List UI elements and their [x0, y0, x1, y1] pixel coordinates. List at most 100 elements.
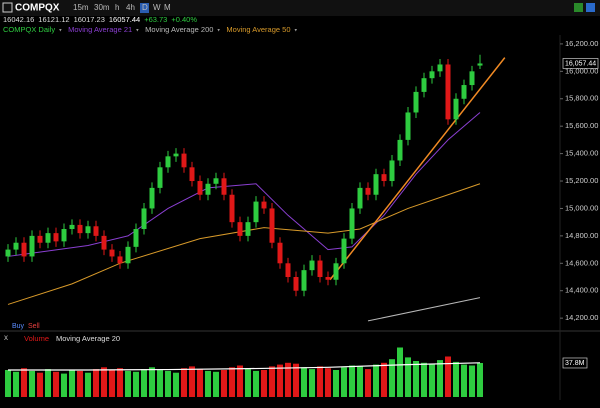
moving-average-line [7, 183, 481, 305]
toolbar-icon [574, 3, 583, 12]
volume-bar [61, 373, 67, 397]
candle-body [125, 246, 131, 264]
volume-bar [413, 361, 419, 397]
volume-bar [317, 366, 323, 397]
volume-bar [157, 370, 163, 397]
volume-bar [269, 366, 275, 397]
candle-body [277, 242, 283, 264]
candle-body [445, 64, 451, 120]
candle-body [181, 153, 187, 168]
legend-entry: Moving Average 200 [145, 25, 213, 34]
y-tick-label: 16,000.00 [565, 66, 598, 75]
volume-panel-marker: x [4, 333, 8, 342]
candle-body [189, 167, 195, 182]
volume-bar [245, 369, 251, 397]
current-price-box [562, 58, 599, 69]
current-price-label: 16,057.44 [565, 60, 596, 67]
volume-bar [453, 361, 459, 397]
candle-body [429, 71, 435, 79]
timeframe-button[interactable]: h [115, 3, 119, 12]
timeframe-button[interactable]: W [153, 3, 161, 12]
candle-body [29, 235, 35, 257]
y-tick-label: 14,200.00 [565, 313, 598, 322]
candle-body [13, 242, 19, 250]
volume-bar [173, 372, 179, 397]
timeframe-button[interactable]: M [164, 3, 171, 12]
ohlc-readout: 16017.23 [74, 15, 105, 24]
candle-body [261, 201, 267, 209]
volume-bar [309, 369, 315, 397]
volume-ma-line [8, 362, 481, 371]
timeframe-button[interactable]: 30m [94, 3, 110, 12]
candle-body [285, 263, 291, 278]
volume-bar [397, 347, 403, 397]
timeframe-button[interactable]: D [142, 3, 148, 12]
y-tick-label: 15,600.00 [565, 121, 598, 130]
candle-body [205, 183, 211, 195]
volume-bar [117, 368, 123, 397]
volume-bar [53, 371, 59, 397]
volume-bar [101, 367, 107, 397]
candle-body [413, 91, 419, 113]
candle-body [349, 208, 355, 239]
candle-body [85, 226, 91, 234]
trendline [329, 57, 506, 281]
ohlc-readout: 16042.16 [3, 15, 34, 24]
volume-bar [469, 365, 475, 397]
buy-button[interactable]: Buy [12, 323, 25, 330]
candle-body [341, 238, 347, 264]
candle-body [45, 233, 51, 243]
timeframe-button[interactable]: 4h [126, 3, 135, 12]
volume-bar [277, 364, 283, 397]
ohlc-readout: +0.40% [171, 15, 197, 24]
candle-body [389, 160, 395, 182]
candle-body [109, 249, 115, 257]
volume-bar [325, 368, 331, 397]
ohlc-readout: 16121.12 [38, 15, 69, 24]
volume-bar [213, 371, 219, 397]
volume-bar [45, 369, 51, 397]
candle-body [61, 229, 67, 242]
candle-body [157, 167, 163, 188]
volume-bar [405, 357, 411, 397]
candle-body [101, 235, 107, 250]
volume-bar [301, 367, 307, 397]
volume-legend: Volume [24, 334, 49, 343]
volume-bar [133, 371, 139, 397]
candle-body [213, 178, 219, 184]
volume-bar [333, 370, 339, 397]
candle-body [69, 224, 75, 230]
candle-body [37, 235, 43, 243]
volume-bar [13, 371, 19, 397]
volume-bar [109, 370, 115, 397]
candle-body [461, 85, 467, 99]
candle-body [453, 98, 459, 120]
legend-arrow: ▾ [295, 27, 298, 33]
y-tick-label: 15,200.00 [565, 176, 598, 185]
volume-bar [421, 362, 427, 397]
candle-body [237, 222, 243, 236]
volume-bar [221, 370, 227, 397]
y-tick-label: 15,400.00 [565, 149, 598, 158]
volume-bar [229, 367, 235, 397]
toolbar-icon [586, 3, 595, 12]
candle-body [477, 63, 483, 66]
timeframe-active-bg [140, 3, 149, 13]
legend-arrow: ▾ [59, 27, 62, 33]
candle-body [253, 201, 259, 223]
volume-bar [181, 368, 187, 397]
y-tick-label: 15,800.00 [565, 94, 598, 103]
candle-body [365, 187, 371, 195]
sell-button[interactable]: Sell [28, 323, 40, 330]
candle-body [165, 156, 171, 168]
volume-bar [365, 369, 371, 397]
candle-body [469, 71, 475, 86]
y-tick-label: 15,000.00 [565, 203, 598, 212]
candle-body [21, 242, 27, 257]
volume-bar [261, 370, 267, 397]
timeframe-button[interactable]: 15m [73, 3, 89, 12]
volume-bar [293, 363, 299, 397]
volume-bar [237, 365, 243, 397]
candle-body [245, 222, 251, 236]
volume-ma-legend: Moving Average 20 [56, 334, 120, 343]
